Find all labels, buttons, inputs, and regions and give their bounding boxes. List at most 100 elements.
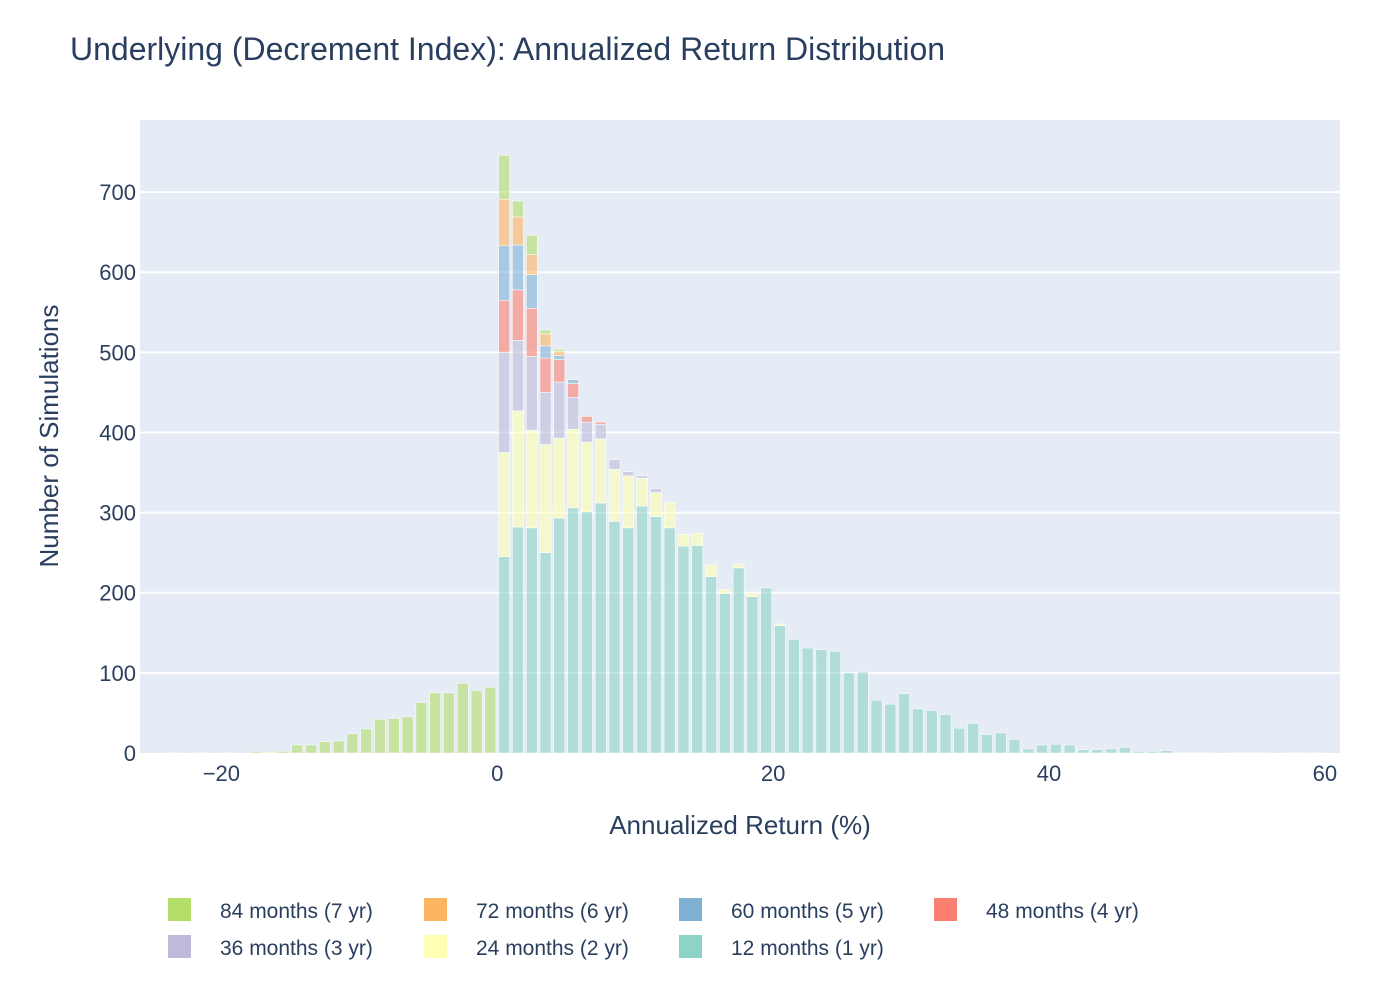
bar-12m xyxy=(994,732,1007,754)
bar-60m xyxy=(553,355,566,360)
bar-72m xyxy=(553,351,566,356)
bar-84m xyxy=(456,683,469,754)
bar-24m xyxy=(677,534,690,547)
bar-12m xyxy=(1312,751,1324,754)
bar-24m xyxy=(774,623,786,626)
bar-12m xyxy=(663,527,676,754)
bar-84m xyxy=(484,687,497,754)
legend-label: 12 months (1 yr) xyxy=(731,937,884,960)
bar-12m xyxy=(691,545,703,754)
bar-12m xyxy=(870,699,883,754)
bar-36m xyxy=(622,471,635,477)
bar-12m xyxy=(636,505,648,754)
legend-item-72m[interactable]: 72 months (6 yr) xyxy=(424,898,629,923)
bar-12m xyxy=(801,647,814,754)
bar-12m xyxy=(719,593,731,754)
bar-12m xyxy=(856,671,869,754)
bars xyxy=(167,155,1324,754)
bar-36m xyxy=(608,459,621,470)
bar-12m xyxy=(1298,751,1310,754)
bar-24m xyxy=(594,438,607,504)
bar-84m xyxy=(512,200,524,218)
bar-24m xyxy=(636,477,648,507)
bar-12m xyxy=(1105,748,1117,754)
bar-84m xyxy=(222,751,235,754)
bar-12m xyxy=(981,734,993,754)
bar-60m xyxy=(539,345,552,359)
bar-12m xyxy=(1050,743,1062,754)
bar-12m xyxy=(677,546,690,754)
legend-swatch xyxy=(679,898,702,921)
y-tick-label: 700 xyxy=(99,180,136,205)
bar-12m xyxy=(1160,750,1172,754)
bar-36m xyxy=(581,421,593,443)
bar-12m xyxy=(1022,748,1035,754)
y-tick-label: 400 xyxy=(99,420,136,445)
bar-12m xyxy=(1174,751,1186,754)
bar-84m xyxy=(263,751,276,754)
legend-item-24m[interactable]: 24 months (2 yr) xyxy=(424,935,629,960)
bar-84m xyxy=(250,751,262,754)
bar-12m xyxy=(953,727,966,754)
bar-84m xyxy=(291,744,304,754)
legend-item-60m[interactable]: 60 months (5 yr) xyxy=(679,898,884,923)
bar-12m xyxy=(732,567,745,754)
y-tick-label: 200 xyxy=(99,581,136,606)
bar-12m xyxy=(1008,739,1021,754)
legend-swatch xyxy=(168,935,191,958)
bar-12m xyxy=(939,714,952,754)
bar-84m xyxy=(388,718,400,754)
bar-84m xyxy=(539,329,552,335)
y-tick-label: 300 xyxy=(99,501,136,526)
bar-12m xyxy=(760,587,772,754)
bar-24m xyxy=(553,437,566,519)
bar-12m xyxy=(1063,744,1076,754)
x-tick-label: 0 xyxy=(491,761,503,786)
bar-24m xyxy=(650,492,662,517)
bar-12m xyxy=(622,527,635,754)
legend-item-12m[interactable]: 12 months (1 yr) xyxy=(679,935,884,960)
bar-12m xyxy=(774,625,786,754)
bar-24m xyxy=(525,429,538,529)
legend-item-36m[interactable]: 36 months (3 yr) xyxy=(168,935,373,960)
bar-36m xyxy=(539,392,552,445)
bar-12m xyxy=(581,511,593,754)
bar-12m xyxy=(1188,751,1200,754)
legend: 84 months (7 yr) 72 months (6 yr) 60 month… xyxy=(168,898,1139,960)
bar-36m xyxy=(650,488,662,493)
x-axis-ticks: −20 0 20 40 60 xyxy=(203,761,1337,786)
bar-12m xyxy=(1091,749,1103,754)
bar-60m xyxy=(525,274,538,309)
bar-12m xyxy=(829,650,841,754)
bar-72m xyxy=(498,199,510,247)
bar-84m xyxy=(346,733,359,754)
bar-36m xyxy=(498,352,510,453)
bar-12m xyxy=(567,507,579,754)
bar-12m xyxy=(843,672,855,754)
legend-swatch xyxy=(934,898,957,921)
bar-24m xyxy=(746,592,759,598)
bar-84m xyxy=(374,719,386,754)
bar-24m xyxy=(608,469,621,522)
bar-12m xyxy=(912,708,924,754)
bar-12m xyxy=(815,649,828,754)
y-axis-ticks: 0 100 200 300 400 500 600 700 xyxy=(99,180,136,766)
bar-12m xyxy=(788,638,800,754)
bar-84m xyxy=(498,155,510,200)
x-tick-label: −20 xyxy=(203,761,240,786)
legend-label: 48 months (4 yr) xyxy=(986,900,1139,923)
bar-48m xyxy=(581,416,593,423)
chart-title: Underlying (Decrement Index): Annualized… xyxy=(70,31,945,67)
bar-12m xyxy=(1132,751,1145,754)
bar-24m xyxy=(719,589,731,594)
bar-12m xyxy=(1284,751,1297,754)
bar-84m xyxy=(429,692,441,754)
legend-item-48m[interactable]: 48 months (4 yr) xyxy=(934,898,1139,923)
x-axis-label: Annualized Return (%) xyxy=(609,810,871,840)
legend-item-84m[interactable]: 84 months (7 yr) xyxy=(168,898,373,923)
legend-swatch xyxy=(424,898,447,921)
bar-12m xyxy=(1256,751,1269,754)
legend-label: 84 months (7 yr) xyxy=(220,900,373,923)
bar-12m xyxy=(1243,751,1255,754)
